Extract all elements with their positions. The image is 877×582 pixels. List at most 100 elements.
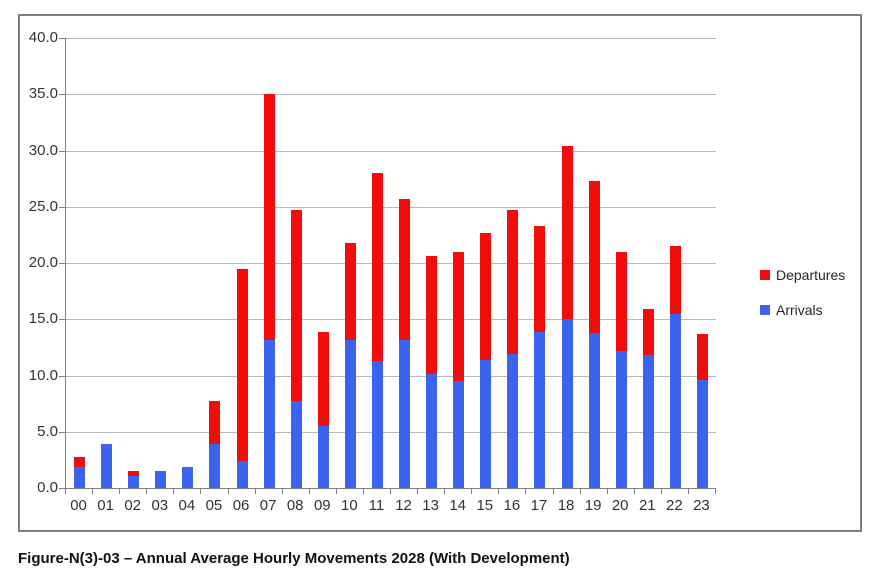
departures-bar-segment xyxy=(480,232,492,360)
y-axis-tick-mark xyxy=(59,38,65,39)
departures-bar-segment xyxy=(588,180,600,333)
grid-line xyxy=(66,150,716,152)
departures-bar-segment xyxy=(534,225,546,332)
arrivals-bar-segment xyxy=(263,339,275,488)
x-axis-tick-label: 03 xyxy=(151,497,169,514)
grid-line xyxy=(66,431,716,433)
figure-caption: Figure-N(3)-03 – Annual Average Hourly M… xyxy=(18,550,570,567)
arrivals-bar-segment xyxy=(534,331,546,488)
arrivals-bar-segment xyxy=(480,359,492,488)
grid-line xyxy=(66,375,716,377)
bar-group-10 xyxy=(337,242,364,488)
x-axis-tick-label: 17 xyxy=(530,497,548,514)
x-axis-tick-label: 22 xyxy=(666,497,683,514)
bar-group-16 xyxy=(499,210,526,488)
x-axis-tick-label: 00 xyxy=(70,497,87,514)
bar-group-08 xyxy=(283,210,310,488)
arrivals-bar-segment xyxy=(561,319,573,488)
departures-swatch-icon xyxy=(760,270,770,280)
y-axis-tick-label: 10.0 xyxy=(28,366,58,384)
arrivals-bar-segment xyxy=(696,380,708,488)
departures-bar-segment xyxy=(669,246,681,314)
bar-group-01 xyxy=(93,444,120,488)
y-axis-tick-mark xyxy=(59,94,65,96)
x-axis-tick-label: 13 xyxy=(422,497,439,514)
x-axis-tick-label: 02 xyxy=(124,497,142,514)
legend-item-arrivals: Arrivals xyxy=(760,302,845,318)
x-axis-tick-label: 09 xyxy=(313,497,331,514)
x-axis-tick-mark xyxy=(525,489,527,494)
arrivals-bar-segment xyxy=(642,355,654,488)
bar-group-07 xyxy=(256,94,283,488)
y-axis-tick-mark xyxy=(59,431,65,433)
y-axis-tick-label: 5.0 xyxy=(37,422,58,440)
y-axis-tick-mark xyxy=(59,488,65,489)
x-axis-tick-label: 14 xyxy=(449,497,467,514)
arrivals-bar-segment xyxy=(344,339,356,488)
departures-bar-segment xyxy=(344,242,356,340)
bar-group-11 xyxy=(364,173,391,488)
x-axis-tick-label: 06 xyxy=(232,497,250,514)
departures-bar-segment xyxy=(236,268,248,461)
x-axis-tick-mark xyxy=(390,489,391,494)
x-axis-tick-mark xyxy=(227,489,229,494)
arrivals-bar-segment xyxy=(399,339,411,488)
x-axis-tick-mark xyxy=(254,489,256,494)
x-axis-tick-mark xyxy=(335,489,337,494)
x-axis-tick-mark xyxy=(552,489,554,494)
bar-group-09 xyxy=(310,331,337,488)
legend-departures-label: Departures xyxy=(776,267,846,283)
arrivals-bar-segment xyxy=(588,332,600,488)
x-axis-tick-mark xyxy=(715,489,716,494)
departures-bar-segment xyxy=(209,401,221,445)
x-axis-tick-mark xyxy=(417,489,419,494)
x-axis-tick-mark xyxy=(579,489,581,494)
departures-bar-segment xyxy=(371,173,383,361)
departures-bar-segment xyxy=(263,94,275,340)
x-axis-tick-mark xyxy=(146,489,148,494)
bar-group-03 xyxy=(147,471,174,488)
x-axis-tick-label: 07 xyxy=(259,497,277,514)
x-axis-tick-label: 01 xyxy=(97,497,114,514)
grid-line xyxy=(66,94,716,96)
x-axis-tick-mark xyxy=(119,489,121,494)
arrivals-bar-segment xyxy=(101,444,113,488)
x-axis-tick-mark xyxy=(308,489,310,494)
y-axis-tick-label: 20.0 xyxy=(28,254,58,271)
departures-bar-segment xyxy=(507,210,519,355)
bar-group-19 xyxy=(581,180,608,488)
bar-group-12 xyxy=(391,198,418,488)
x-axis-tick-label: 18 xyxy=(557,497,575,514)
x-axis-tick-label: 16 xyxy=(503,497,521,514)
chart-frame: Departures Arrivals xyxy=(18,14,862,532)
x-axis-tick-mark xyxy=(281,489,283,494)
x-axis-tick-mark xyxy=(65,489,66,494)
grid-line xyxy=(66,263,716,264)
departures-bar-segment xyxy=(453,251,465,382)
bar-group-18 xyxy=(554,146,581,488)
x-axis-tick-label: 12 xyxy=(395,497,412,514)
x-axis-tick-mark xyxy=(687,489,689,494)
arrivals-bar-segment xyxy=(209,444,221,488)
x-axis-tick-label: 15 xyxy=(476,497,494,514)
bar-group-05 xyxy=(201,401,228,488)
departures-bar-segment xyxy=(128,471,140,476)
bar-group-17 xyxy=(526,225,553,488)
departures-bar-segment xyxy=(696,333,708,380)
x-axis-tick-label: 20 xyxy=(611,497,629,514)
arrivals-bar-segment xyxy=(615,350,627,488)
arrivals-bar-segment xyxy=(507,354,519,488)
x-axis-tick-mark xyxy=(444,489,446,494)
x-axis-tick-label: 19 xyxy=(584,497,602,514)
departures-bar-segment xyxy=(642,309,654,356)
x-axis-tick-label: 11 xyxy=(368,497,385,514)
arrivals-swatch-icon xyxy=(760,305,770,315)
bar-group-00 xyxy=(66,456,93,488)
grid-line xyxy=(66,206,716,208)
arrivals-bar-segment xyxy=(453,381,465,488)
departures-bar-segment xyxy=(290,210,302,402)
departures-bar-segment xyxy=(426,256,438,375)
x-axis-tick-mark xyxy=(606,489,608,494)
arrivals-bar-segment xyxy=(290,401,302,488)
x-axis-tick-label: 21 xyxy=(638,497,656,514)
